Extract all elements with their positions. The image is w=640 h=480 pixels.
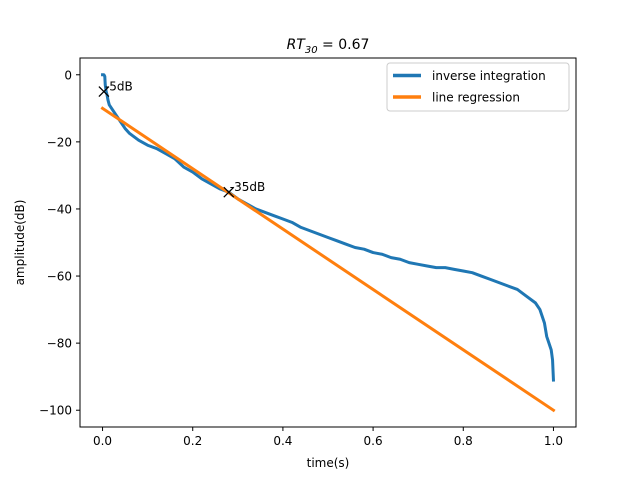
x-tick-label: 0.4 [273,434,292,448]
y-tick-label: −40 [47,202,72,216]
x-tick-label: 0.2 [183,434,202,448]
legend-label-line-regression: line regression [432,91,520,105]
axis-ticks: 0.0 0.2 0.4 0.6 0.8 1.0 0 −20 −40 −60 −80 −100 [39,68,563,448]
marker-cross-stroke [98,86,110,98]
y-axis-label: amplitude(dB) [13,200,27,286]
plot-content [100,73,556,413]
y-tick-label: −60 [47,270,72,284]
y-tick-label: −100 [39,404,72,418]
legend-label-inverse-integration: inverse integration [432,69,546,83]
series-line-inverse-integration [101,73,556,382]
x-tick-label: 0.0 [93,434,112,448]
y-tick-label: 0 [64,68,72,82]
legend-box [386,62,570,112]
x-tick-label: 1.0 [544,434,563,448]
marker-35db: -35dB [223,180,265,198]
legend: inverse integration line regression [386,62,570,112]
marker-label: -5dB [105,80,133,94]
marker-label: -35dB [230,180,265,194]
marker-cross-stroke [223,186,235,198]
series-line-line-regression [100,106,556,413]
y-tick-label: −20 [47,135,72,149]
annotations: -5dB -35dB [98,80,265,198]
y-tick-label: −80 [47,337,72,351]
x-tick-label: 0.6 [364,434,383,448]
x-tick-label: 0.8 [454,434,473,448]
chart-title: RT30 = 0.67 [287,37,370,56]
marker-5db: -5dB [98,80,133,98]
axes-frame [79,57,577,428]
x-axis-label: time(s) [307,456,350,470]
